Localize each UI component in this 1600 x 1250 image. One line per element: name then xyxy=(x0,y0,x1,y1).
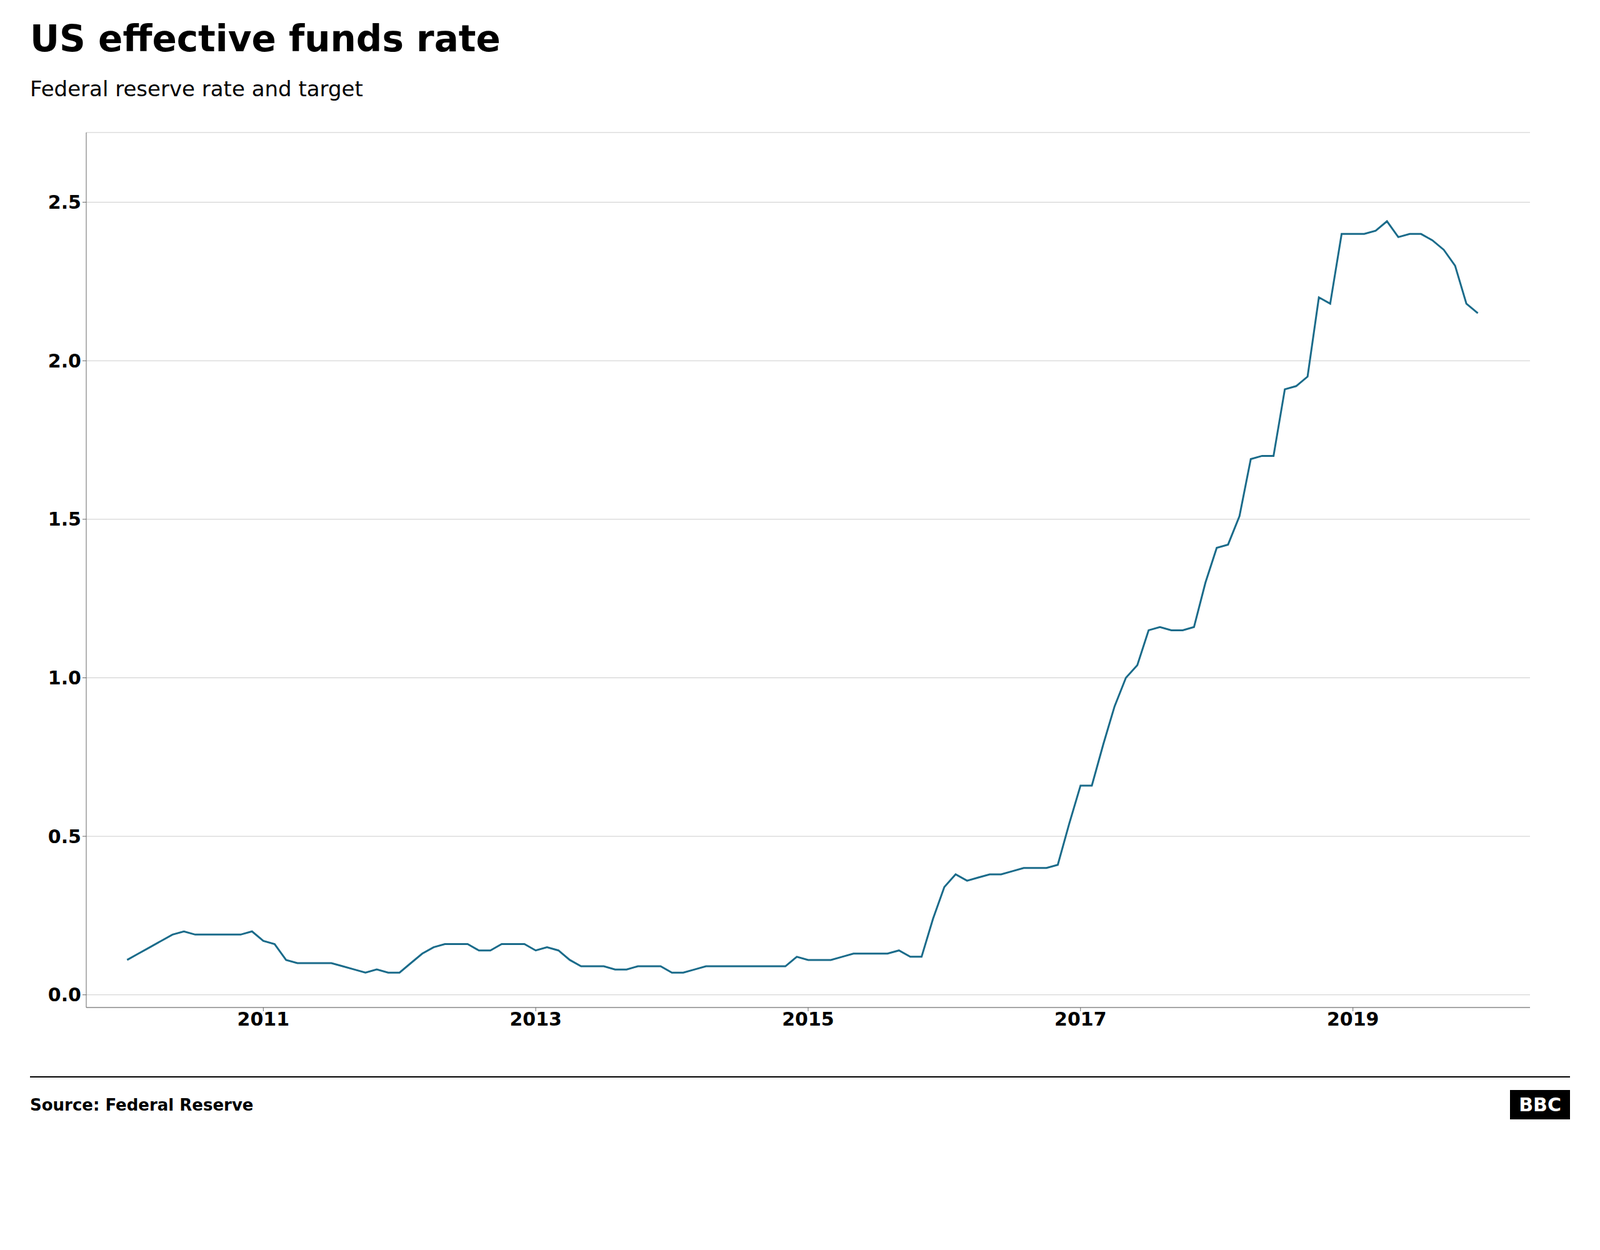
svg-text:2.0: 2.0 xyxy=(48,350,82,372)
svg-text:0.0: 0.0 xyxy=(48,984,82,1007)
svg-text:2015: 2015 xyxy=(781,1008,835,1031)
html-text:US effective funds rate: US effective funds rate xyxy=(30,17,501,60)
svg-text:2011: 2011 xyxy=(237,1008,290,1031)
svg-text:0.5: 0.5 xyxy=(48,825,82,848)
html-text:Federal reserve rate and targe: Federal reserve rate and target xyxy=(30,76,363,101)
svg-text:2013: 2013 xyxy=(509,1008,562,1031)
html-text:Source: Federal Reserve: Source: Federal Reserve xyxy=(30,1095,254,1115)
svg-text:2019: 2019 xyxy=(1326,1008,1380,1031)
svg-text:2017: 2017 xyxy=(1054,1008,1107,1031)
svg-text:1.5: 1.5 xyxy=(48,508,82,531)
html-text:BBC: BBC xyxy=(1518,1094,1562,1116)
svg-text:2.5: 2.5 xyxy=(48,191,82,214)
svg-text:1.0: 1.0 xyxy=(48,667,82,690)
